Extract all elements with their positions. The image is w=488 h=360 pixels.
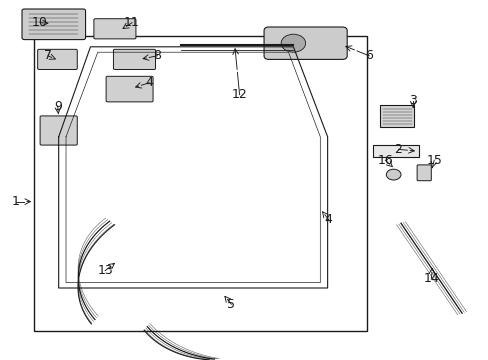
Circle shape xyxy=(386,169,400,180)
FancyBboxPatch shape xyxy=(416,165,430,181)
FancyBboxPatch shape xyxy=(106,76,153,102)
Text: 11: 11 xyxy=(124,16,140,29)
Text: 7: 7 xyxy=(44,49,52,62)
Text: 6: 6 xyxy=(365,49,372,62)
FancyBboxPatch shape xyxy=(22,9,85,40)
Bar xyxy=(34,36,366,331)
Text: 3: 3 xyxy=(408,94,416,107)
Text: 1: 1 xyxy=(12,195,20,208)
Text: 13: 13 xyxy=(97,264,113,277)
FancyBboxPatch shape xyxy=(38,49,77,69)
FancyBboxPatch shape xyxy=(113,49,155,69)
FancyBboxPatch shape xyxy=(94,19,136,39)
Text: 8: 8 xyxy=(153,49,161,62)
Text: 9: 9 xyxy=(54,100,61,113)
Circle shape xyxy=(281,34,305,52)
Text: 15: 15 xyxy=(426,154,441,167)
Text: 16: 16 xyxy=(377,154,392,167)
Text: 10: 10 xyxy=(32,16,48,29)
Text: 2: 2 xyxy=(394,143,402,156)
Text: 12: 12 xyxy=(231,88,247,101)
FancyBboxPatch shape xyxy=(372,145,418,157)
FancyBboxPatch shape xyxy=(380,105,413,127)
Text: 14: 14 xyxy=(423,273,438,285)
Text: 4: 4 xyxy=(145,76,153,89)
FancyBboxPatch shape xyxy=(40,116,77,145)
Text: 5: 5 xyxy=(227,298,235,311)
Text: 4: 4 xyxy=(324,213,332,226)
FancyBboxPatch shape xyxy=(264,27,346,59)
